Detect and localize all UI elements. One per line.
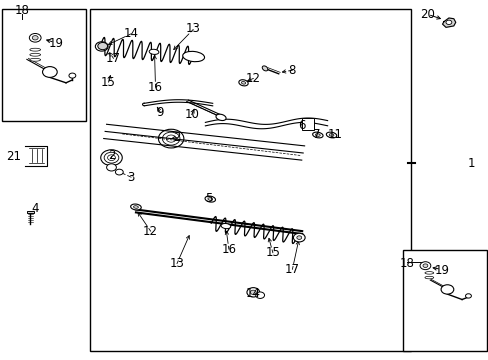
Text: 16: 16 <box>148 81 163 94</box>
Circle shape <box>115 169 123 175</box>
Text: 15: 15 <box>265 246 280 259</box>
Circle shape <box>98 42 107 50</box>
Circle shape <box>255 292 264 298</box>
Text: 21: 21 <box>6 150 21 163</box>
Circle shape <box>419 262 430 270</box>
Text: 3: 3 <box>127 171 135 184</box>
Bar <box>90 9 410 351</box>
Circle shape <box>445 20 451 24</box>
Circle shape <box>465 294 470 298</box>
Polygon shape <box>442 18 455 27</box>
Circle shape <box>29 33 41 42</box>
Ellipse shape <box>262 66 267 71</box>
Text: 18: 18 <box>15 4 29 17</box>
Circle shape <box>106 164 116 171</box>
Text: 5: 5 <box>205 192 213 205</box>
Text: 13: 13 <box>169 257 184 270</box>
Text: 8: 8 <box>288 64 296 77</box>
Text: 19: 19 <box>49 37 63 50</box>
Ellipse shape <box>312 132 323 138</box>
Text: 19: 19 <box>434 264 449 277</box>
Text: 9: 9 <box>156 106 164 119</box>
Ellipse shape <box>207 198 212 201</box>
Ellipse shape <box>238 80 248 86</box>
Text: 15: 15 <box>101 76 116 89</box>
Ellipse shape <box>130 204 141 210</box>
Ellipse shape <box>30 48 41 51</box>
Text: 10: 10 <box>184 108 199 121</box>
Text: 2: 2 <box>107 149 115 162</box>
Ellipse shape <box>133 206 138 208</box>
Circle shape <box>440 285 453 294</box>
Text: 12: 12 <box>143 225 158 238</box>
Text: 13: 13 <box>185 22 200 35</box>
Ellipse shape <box>183 51 204 62</box>
Ellipse shape <box>204 196 215 202</box>
Circle shape <box>95 42 108 51</box>
Circle shape <box>32 36 38 40</box>
Text: 6: 6 <box>298 119 305 132</box>
Text: 1: 1 <box>467 157 475 170</box>
Circle shape <box>42 67 57 77</box>
Text: 4: 4 <box>31 202 39 215</box>
Ellipse shape <box>328 134 333 136</box>
Ellipse shape <box>221 224 230 229</box>
Bar <box>302 118 314 130</box>
Ellipse shape <box>30 58 41 61</box>
Text: 12: 12 <box>245 72 260 85</box>
Ellipse shape <box>424 276 433 279</box>
Ellipse shape <box>315 134 320 136</box>
Circle shape <box>293 233 305 242</box>
Circle shape <box>422 264 427 267</box>
Circle shape <box>246 288 259 297</box>
Ellipse shape <box>30 53 41 56</box>
Bar <box>2 9 85 121</box>
Text: 20: 20 <box>420 8 434 21</box>
Text: 14: 14 <box>123 27 138 40</box>
Ellipse shape <box>216 114 225 121</box>
Text: 11: 11 <box>327 129 342 141</box>
Text: 17: 17 <box>106 52 121 65</box>
Text: 7: 7 <box>312 129 320 141</box>
Circle shape <box>296 236 301 239</box>
Circle shape <box>69 73 76 78</box>
Ellipse shape <box>424 271 433 274</box>
Ellipse shape <box>325 132 336 138</box>
Ellipse shape <box>149 49 159 54</box>
Bar <box>403 250 486 351</box>
Text: 16: 16 <box>221 243 236 256</box>
Text: 2: 2 <box>173 131 181 144</box>
Text: 14: 14 <box>245 287 260 300</box>
Circle shape <box>250 290 256 294</box>
Text: 17: 17 <box>285 263 299 276</box>
Ellipse shape <box>241 81 245 84</box>
Bar <box>27 211 34 213</box>
Text: 18: 18 <box>399 257 413 270</box>
